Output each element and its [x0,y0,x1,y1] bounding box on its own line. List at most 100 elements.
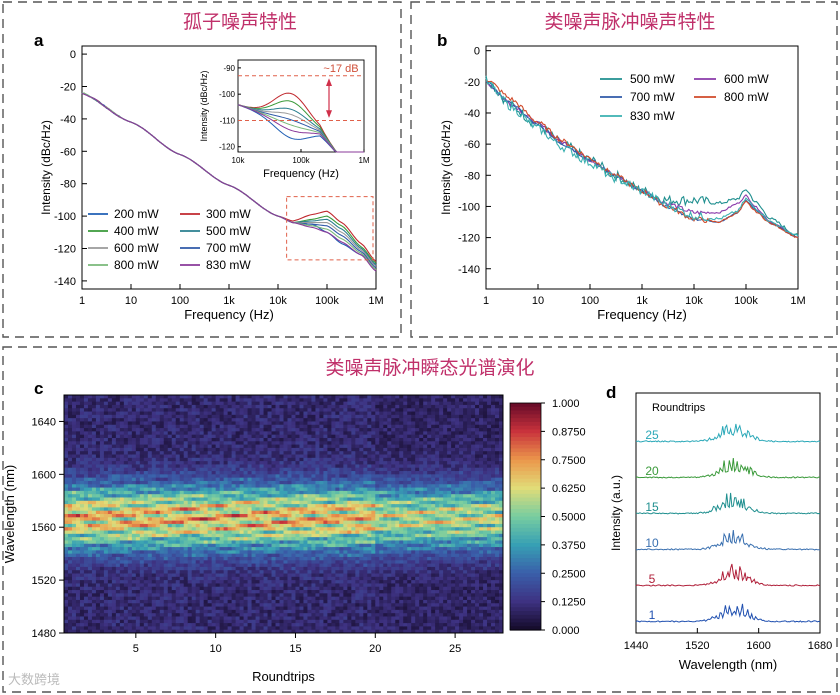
panel-c-heatmap-cell [323,434,328,439]
panel-c-heatmap-cell [171,613,177,617]
panel-c-heatmap-cell [235,500,241,505]
panel-c-heatmap-cell [291,454,296,459]
panel-c-heatmap-cell [275,616,281,621]
panel-c-heatmap-cell [75,504,81,508]
panel-c-heatmap-cell [79,609,85,614]
panel-c-heatmap-cell [271,613,277,617]
panel-c-heatmap-cell [171,428,177,432]
panel-c-heatmap-cell [147,471,153,475]
panel-c-heatmap-cell [331,421,336,426]
panel-b-legend-label: 700 mW [630,90,675,104]
panel-c-heatmap-cell [175,580,181,584]
panel-c-heatmap-cell [151,570,157,574]
panel-c-heatmap-cell [203,431,209,436]
panel-c-heatmap-cell [135,471,141,475]
panel-c-heatmap-cell [283,418,288,422]
panel-b-ytick-label: -100 [458,201,480,213]
panel-c-heatmap-cell [139,553,145,558]
panel-c-heatmap-cell [71,494,77,498]
panel-c-heatmap-cell [263,583,269,588]
panel-c-heatmap-cell [303,527,308,532]
panel-c-heatmap-cell [243,629,249,634]
panel-c-heatmap-cell [295,523,300,528]
panel-c-heatmap-cell [103,560,109,565]
panel-c-heatmap-cell [75,629,81,634]
panel-c-heatmap-cell [159,490,165,495]
panel-c-heatmap-cell [227,570,233,574]
panel-c-heatmap-cell [279,576,284,581]
panel-c-heatmap-cell [263,480,269,485]
panel-c-heatmap-cell [91,586,97,591]
panel-c-heatmap-cell [271,540,277,545]
panel-c-heatmap-cell [127,467,133,472]
panel-c-heatmap-cell [95,411,101,416]
panel-c-heatmap-cell [243,550,249,555]
panel-c-heatmap-cell [155,570,161,574]
panel-c-heatmap-cell [331,454,336,459]
panel-c-heatmap-cell [279,540,284,545]
panel-c-heatmap-cell [159,619,165,624]
panel-c-heatmap-cell [67,418,73,422]
panel-c-heatmap-cell [231,576,237,581]
panel-c-heatmap-cell [267,467,273,472]
panel-c-heatmap-cell [303,523,308,528]
panel-c-heatmap-cell [319,428,324,432]
panel-c-heatmap-cell [323,461,328,465]
panel-c-heatmap-cell [327,490,332,495]
panel-c-heatmap-cell [87,494,93,498]
panel-c-heatmap-cell [219,414,225,419]
panel-c-heatmap-cell [319,424,324,429]
panel-c-heatmap-cell [163,573,169,578]
panel-c-heatmap-cell [231,487,237,492]
panel-c-heatmap-cell [275,583,281,588]
panel-c-heatmap-cell [119,421,125,426]
panel-c-heatmap-cell [323,467,328,472]
panel-c-heatmap-cell [83,401,89,406]
panel-c-heatmap-cell [167,550,173,555]
panel-c-heatmap-cell [231,398,237,403]
panel-c-heatmap-cell [211,566,217,571]
panel-c-heatmap-cell [251,623,257,627]
panel-c-heatmap-cell [287,451,292,455]
panel-c-heatmap-cell [79,570,85,574]
panel-c-heatmap-cell [115,447,121,452]
panel-c-heatmap-cell [299,480,304,485]
panel-c-heatmap-cell [299,606,304,611]
panel-c-heatmap-cell [175,404,181,409]
panel-c-heatmap-cell [239,437,245,442]
panel-c-heatmap-cell [231,606,237,611]
panel-c-heatmap-cell [207,428,213,432]
panel-c-heatmap-cell [291,428,296,432]
panel-c-heatmap-cell [239,454,245,459]
panel-c-heatmap-cell [243,408,249,413]
panel-c-heatmap-cell [131,444,137,449]
panel-c-heatmap-cell [247,510,253,515]
panel-c-heatmap-cell [303,464,308,469]
panel-c-heatmap-cell [215,580,221,584]
panel-c-heatmap-cell [183,537,189,541]
panel-c-heatmap-cell [315,421,320,426]
panel-c-heatmap-cell [75,550,81,555]
panel-c-heatmap-cell [291,504,296,508]
panel-c-heatmap-cell [91,616,97,621]
panel-c-heatmap-cell [239,573,245,578]
panel-c-heatmap-cell [239,540,245,545]
panel-c-heatmap-cell [175,590,181,594]
panel-c-heatmap-cell [323,609,328,614]
panel-c-heatmap-cell [191,523,197,528]
panel-c-heatmap-cell [195,484,201,489]
panel-c-heatmap-cell [135,580,141,584]
panel-c-heatmap-cell [311,401,316,406]
panel-c-heatmap-cell [151,573,157,578]
panel-c-heatmap-cell [319,619,324,624]
panel-c-heatmap-cell [83,629,89,634]
panel-c-heatmap-cell [111,573,117,578]
panel-c-heatmap-cell [91,606,97,611]
panel-c-heatmap-cell [139,395,145,399]
panel-c-heatmap-cell [295,504,300,508]
panel-c-heatmap-cell [167,566,173,571]
panel-c-heatmap-cell [331,444,336,449]
panel-c-heatmap-cell [279,477,284,482]
panel-c-heatmap-cell [131,437,137,442]
panel-c-heatmap-cell [219,494,225,498]
